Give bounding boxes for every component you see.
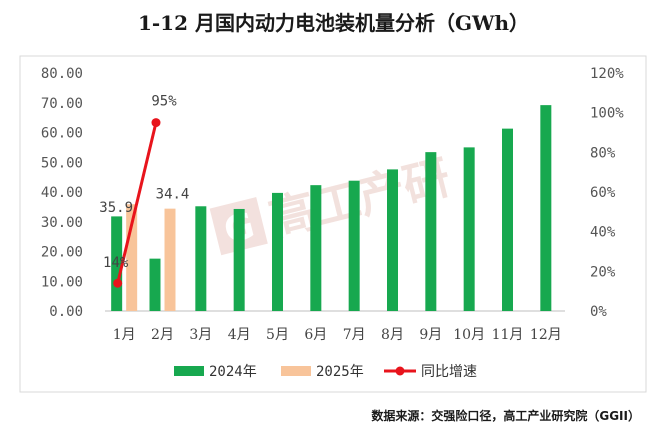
left-tick-label: 20.00 [41,245,83,261]
left-tick-label: 30.00 [41,215,83,231]
line-point-1 [151,118,161,128]
bars [111,105,552,311]
legend-swatch-2025 [281,366,311,376]
right-tick-label: 40% [590,225,616,241]
left-tick-label: 80.00 [41,66,83,82]
bar-2024年-12月 [540,105,552,311]
bar-2024年-9月 [425,152,437,311]
bar-2025年-1月 [126,204,138,311]
left-tick-label: 60.00 [41,126,83,142]
right-tick-label: 20% [590,264,616,280]
bar-2024年-4月 [233,208,245,311]
chart-frame [19,55,647,393]
category-label: 8月 [381,327,404,343]
bar-2024年-1月 [111,216,123,311]
data-label: 35.9 [99,200,133,216]
left-axis: 0.00 10.00 20.00 30.00 40.00 50.00 60.00 70.00 8… [41,66,83,320]
category-label: 3月 [189,327,212,343]
right-tick-label: 100% [590,106,624,122]
bar-2024年-6月 [310,185,322,311]
right-tick-label: 120% [590,66,624,82]
bar-2024年-7月 [348,180,360,311]
yoy-line [113,118,161,288]
left-tick-label: 50.00 [41,155,83,171]
category-label: 2月 [151,327,174,343]
legend-swatch-2024 [174,366,204,376]
x-axis-labels: 1月 2月 3月 4月 5月 6月 7月 8月 9月 10月 11月 12月 [113,327,562,343]
right-tick-label: 60% [590,185,616,201]
chart-title: 1-12 月国内动力电池装机量分析（GWh） [138,11,529,35]
source-note: 数据来源：交强险口径，高工产业研究院（GGII） [371,408,640,423]
legend-label-2024: 2024年 [209,364,257,380]
category-label: 12月 [530,327,562,343]
legend: 2024年 2025年 同比增速 [174,364,477,380]
bar-2024年-5月 [272,192,283,311]
line-series-yoy [116,122,158,284]
category-label: 1月 [113,327,136,343]
bar-2024年-2月 [149,258,161,311]
legend-marker-yoy [395,366,405,376]
left-tick-label: 10.00 [41,274,83,290]
data-label: 95% [151,94,177,110]
right-tick-label: 80% [590,145,616,161]
category-label: 10月 [453,327,485,343]
category-label: 6月 [304,327,327,343]
category-label: 9月 [419,327,442,343]
bar-2024年-3月 [195,206,207,311]
watermark-group: G高工产研 [209,150,455,256]
category-label: 4月 [228,327,251,343]
bar-2024年-8月 [387,169,398,311]
data-label: 34.4 [156,187,190,203]
category-label: 7月 [343,327,366,343]
left-tick-label: 70.00 [41,96,83,112]
right-tick-label: 0% [590,304,607,320]
category-label: 5月 [266,327,289,343]
bar-2025年-2月 [164,208,176,311]
category-label: 11月 [492,327,524,343]
legend-label-2025: 2025年 [316,364,364,380]
left-tick-label: 40.00 [41,185,83,201]
left-tick-label: 0.00 [49,304,83,320]
watermark: G高工产研 [209,150,455,256]
bar-2024年-10月 [463,147,475,311]
bar-2024年-11月 [502,128,513,311]
right-axis: 0% 20% 40% 60% 80% 100% 120% [590,66,624,320]
data-label: 14% [103,255,129,271]
line-point-0 [113,278,123,288]
legend-label-yoy: 同比增速 [421,364,477,380]
data-labels: 35.9 34.4 14% 95% [99,94,189,272]
